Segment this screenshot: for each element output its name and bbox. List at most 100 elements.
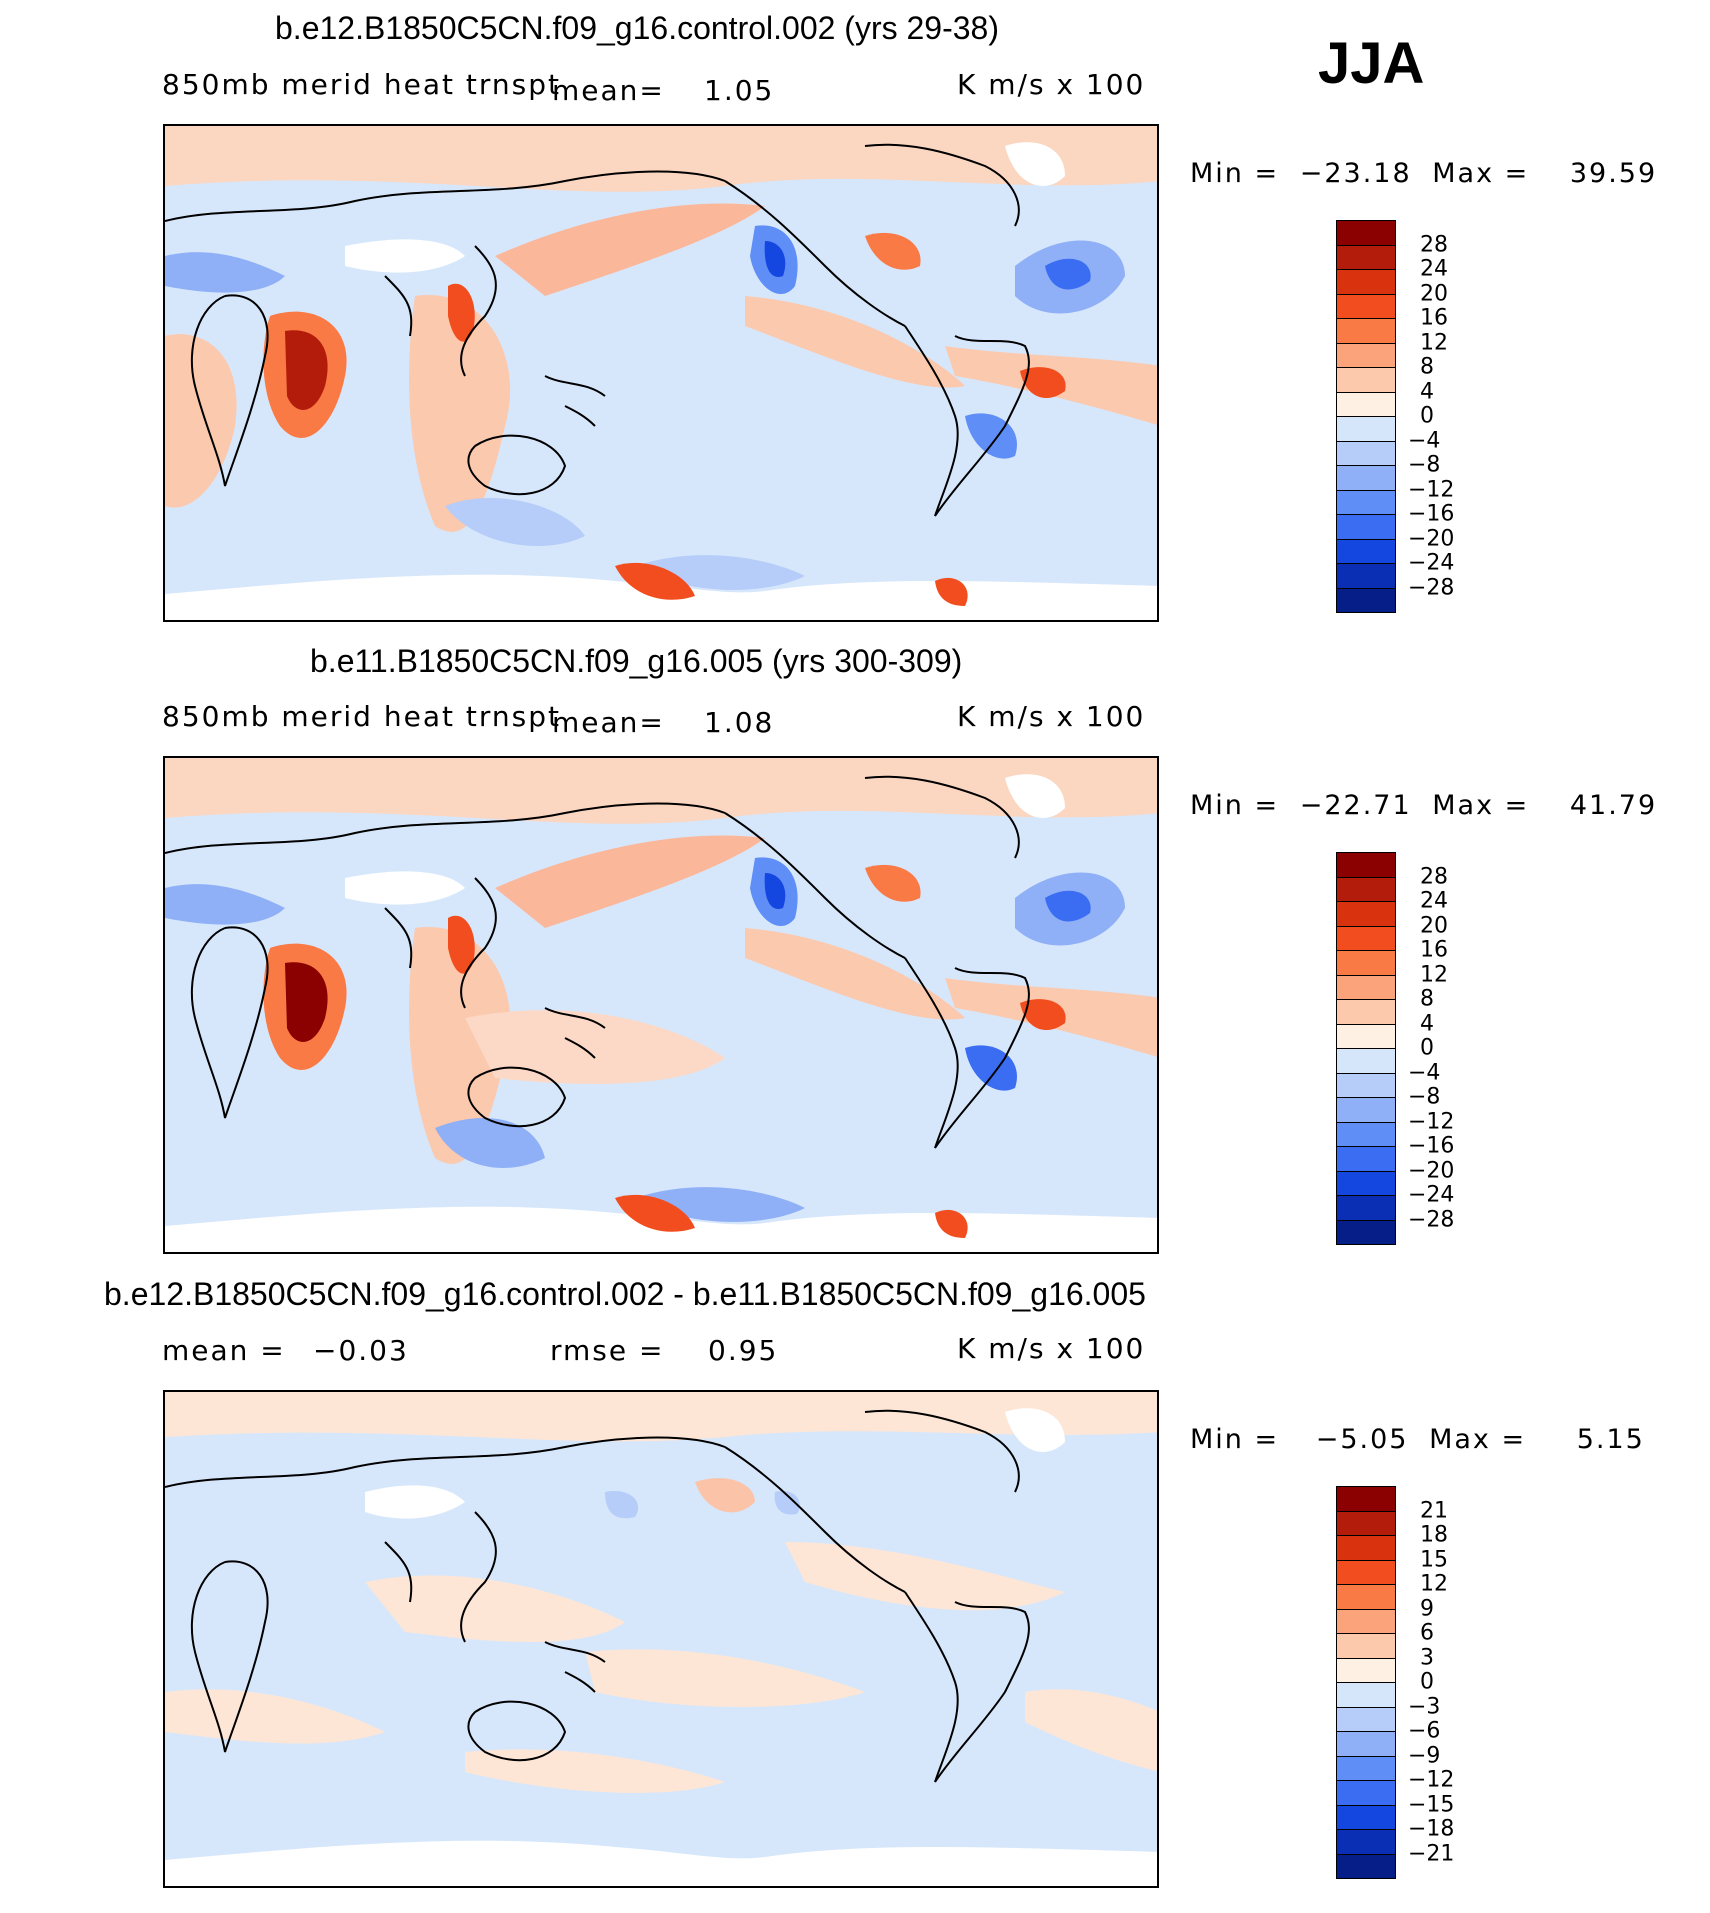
colorbar-tick-label: −28 <box>1408 575 1455 600</box>
colorbar-segment <box>1337 1683 1395 1708</box>
colorbar-segment <box>1337 1196 1395 1221</box>
panel3-max-value: 5.15 <box>1576 1424 1645 1455</box>
panel3-min-value: −5.05 <box>1315 1424 1409 1455</box>
colorbar-tick-label: 6 <box>1420 1620 1434 1646</box>
colorbar-segment <box>1337 1122 1395 1147</box>
panel2-variable: 850mb merid heat trnspt <box>162 700 561 733</box>
colorbar-segment <box>1337 466 1395 491</box>
panel3-mean-label: mean = <box>162 1334 286 1367</box>
colorbar-segment <box>1337 1073 1395 1098</box>
colorbar-segment <box>1337 1658 1395 1683</box>
colorbar-tick-label: 8 <box>1420 354 1434 380</box>
colorbar-segment <box>1337 245 1395 270</box>
colorbar-tick-label: 12 <box>1420 962 1448 987</box>
colorbar-segment <box>1337 1634 1395 1659</box>
colorbar-segment <box>1337 417 1395 442</box>
colorbar-segment <box>1337 1024 1395 1049</box>
colorbar-tick-label: −6 <box>1408 1718 1441 1744</box>
colorbar-tick-label: 0 <box>1420 1669 1434 1695</box>
colorbar-segment <box>1337 392 1395 417</box>
colorbar-tick-label: 4 <box>1420 379 1434 404</box>
colorbar-tick-label: −18 <box>1408 1816 1455 1842</box>
colorbar-segment <box>1337 270 1395 295</box>
colorbar-segment <box>1337 975 1395 1000</box>
panel2-map <box>163 756 1159 1254</box>
colorbar-tick-label: −8 <box>1408 452 1441 478</box>
colorbar-tick-label: −3 <box>1408 1694 1441 1719</box>
colorbar-segment <box>1337 1756 1395 1781</box>
colorbar-tick-label: 3 <box>1420 1645 1434 1670</box>
colorbar-segment <box>1337 902 1395 927</box>
colorbar-segment <box>1337 1707 1395 1732</box>
colorbar-tick-label: 16 <box>1420 937 1448 963</box>
colorbar-tick-label: −4 <box>1408 428 1441 453</box>
panel1-mean-value: 1.05 <box>704 74 775 107</box>
colorbar-segment <box>1337 368 1395 393</box>
colorbar-segment <box>1337 588 1395 612</box>
colorbar-segment <box>1337 319 1395 344</box>
colorbar-segment <box>1337 564 1395 589</box>
panel2-min-label: Min = <box>1190 790 1280 821</box>
colorbar-tick-label: 15 <box>1420 1547 1448 1572</box>
colorbar-tick-label: −12 <box>1408 477 1455 502</box>
colorbar-tick-label: −12 <box>1408 1109 1455 1134</box>
colorbar-tick-label: −24 <box>1408 550 1455 576</box>
colorbar-tick-label: −24 <box>1408 1182 1455 1208</box>
panel3-title: b.e12.B1850C5CN.f09_g16.control.002 - b.… <box>104 1276 1146 1312</box>
colorbar-tick-label: −16 <box>1408 1133 1455 1159</box>
panel2-max-value: 41.79 <box>1569 790 1658 821</box>
colorbar-tick-label: 4 <box>1420 1011 1434 1036</box>
colorbar-segment <box>1337 853 1395 878</box>
colorbar-segment <box>1337 1487 1395 1512</box>
colorbar-segment <box>1337 1609 1395 1634</box>
panel2-units: K m/s x 100 <box>957 700 1146 733</box>
colorbar-tick-label: 0 <box>1420 403 1434 429</box>
colorbar-segment <box>1337 441 1395 466</box>
colorbar-tick-label: 12 <box>1420 1571 1448 1597</box>
colorbar-tick-label: 21 <box>1420 1498 1448 1523</box>
panel3-rmse-label: rmse = <box>550 1334 665 1367</box>
colorbar-tick-label: −8 <box>1408 1084 1441 1110</box>
panel3-mean-value: −0.03 <box>313 1334 409 1367</box>
panel2-mean-label: mean= <box>552 706 665 739</box>
season-label: JJA <box>1318 31 1425 96</box>
colorbar-segment <box>1337 343 1395 368</box>
colorbar-segment <box>1337 294 1395 319</box>
colorbar-segment <box>1337 1560 1395 1585</box>
panel3-units: K m/s x 100 <box>957 1332 1146 1365</box>
colorbar-segment <box>1337 1171 1395 1196</box>
colorbar-segment <box>1337 515 1395 540</box>
colorbar-tick-label: 20 <box>1420 281 1448 306</box>
colorbar-segment <box>1337 1830 1395 1855</box>
panel3-map <box>163 1390 1159 1888</box>
colorbar-segment <box>1337 1098 1395 1123</box>
colorbar-segment <box>1337 539 1395 564</box>
colorbar-tick-label: 12 <box>1420 330 1448 355</box>
panel3-min-label: Min = <box>1190 1424 1280 1455</box>
panel3-max-label: Max = <box>1429 1424 1527 1455</box>
colorbar-tick-label: −28 <box>1408 1207 1455 1232</box>
colorbar-tick-label: 9 <box>1420 1596 1434 1621</box>
panel2-colorbar <box>1336 852 1396 1245</box>
panel2-title: b.e11.B1850C5CN.f09_g16.005 (yrs 300-309… <box>310 643 963 679</box>
panel1-title: b.e12.B1850C5CN.f09_g16.control.002 (yrs… <box>275 10 999 46</box>
colorbar-segment <box>1337 877 1395 902</box>
colorbar-segment <box>1337 951 1395 976</box>
colorbar-segment <box>1337 926 1395 951</box>
panel1-min-label: Min = <box>1190 158 1280 189</box>
panel1-units: K m/s x 100 <box>957 68 1146 101</box>
colorbar-tick-label: 20 <box>1420 913 1448 938</box>
colorbar-segment <box>1337 1049 1395 1074</box>
colorbar-segment <box>1337 1147 1395 1172</box>
colorbar-tick-label: 28 <box>1420 864 1448 889</box>
colorbar-tick-label: −12 <box>1408 1767 1455 1793</box>
colorbar-segment <box>1337 490 1395 515</box>
panel1-max-label: Max = <box>1432 158 1530 189</box>
panel1-map <box>163 124 1159 622</box>
panel1-min-value: −23.18 <box>1299 158 1412 189</box>
colorbar-segment <box>1337 1585 1395 1610</box>
colorbar-tick-label: 8 <box>1420 986 1434 1012</box>
panel1-colorbar <box>1336 220 1396 613</box>
colorbar-segment <box>1337 221 1395 246</box>
colorbar-segment <box>1337 1854 1395 1878</box>
